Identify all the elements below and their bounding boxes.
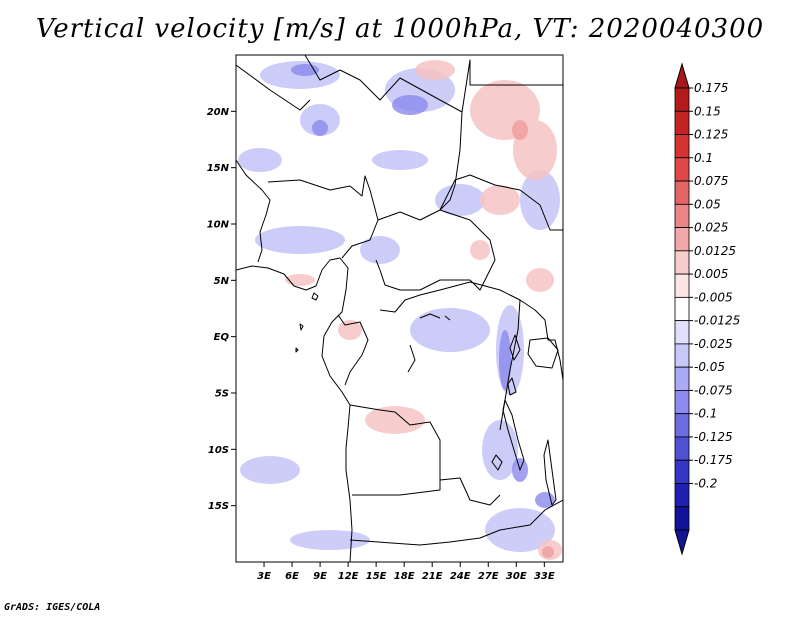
border-east-lakes [519,299,563,381]
latitude-axis: 20N 15N 10N 5N EQ 5S 10S 15S [207,107,236,512]
lon-tick-label: 24E [450,571,471,582]
colorbar-label: 0.15 [694,104,721,118]
colorbar-swatch [674,483,690,508]
lat-tick-label: 5N [214,276,230,287]
lat-tick-label: 10N [207,220,230,231]
lon-tick-label: 15E [366,571,387,582]
lat-tick-label: 15S [208,501,229,512]
colorbar-label: -0.005 [694,290,733,304]
velocity-field [236,55,563,562]
colorbar-label: 0.05 [694,197,721,211]
border-nigeria [267,175,379,259]
colorbar-swatch [674,110,690,135]
bioko [311,292,319,301]
lon-tick-label: 3E [257,571,271,582]
lake-albert [509,334,521,361]
lon-tick-label: 18E [394,571,415,582]
border-west [236,159,271,263]
lat-tick-label: 20N [207,107,230,118]
lat-tick-label: EQ [214,332,230,343]
colorbar-swatch [674,87,690,112]
colorbar-swatch [674,296,690,322]
river-congo-bend [407,313,451,373]
colorbar-swatch [674,203,690,228]
colorbar-label: 0.005 [694,267,728,281]
colorbar-label: 0.025 [694,221,728,235]
colorbar-label: -0.0125 [694,314,740,328]
lake-victoria [527,337,559,369]
border-chad [375,209,496,291]
border-north [304,55,463,211]
colorbar-label: 0.125 [694,128,728,142]
colorbar-label: 0.1 [694,151,713,165]
colorbar-swatch [674,157,690,182]
colorbar-swatch [674,366,690,391]
colorbar-swatch [674,436,690,461]
colorbar-label: 0.075 [694,174,728,188]
colorbar-label: -0.2 [694,476,717,490]
lon-tick-label: 27E [478,571,499,582]
colorbar-swatch [674,459,690,484]
colorbar-label: -0.1 [694,407,717,421]
colorbar-swatch [674,134,690,159]
grads-credit: GrADS: IGES/COLA [4,602,101,613]
colorbar-label: 0.0125 [694,244,736,258]
sao-tome [295,323,304,353]
map-frame [235,54,564,563]
colorbar-label: -0.025 [694,337,733,351]
colorbar-swatch [674,343,690,368]
border-angola-zambia [352,480,441,496]
colorbar-top-arrow [674,62,690,89]
border-drc-angola [349,404,501,506]
lake-mweru [491,454,503,471]
chart-title: Vertical velocity [m/s] at 1000hPa, VT: … [35,14,765,44]
colorbar-label: -0.175 [694,453,733,467]
lon-tick-label: 21E [422,571,443,582]
colorbar-bottom-arrow [674,529,690,556]
lake-tanganyika [502,399,525,471]
lon-tick-label: 9E [313,571,327,582]
colorbar-swatch [674,390,690,415]
border-north-2 [236,64,311,111]
colorbar: 0.175 0.15 0.125 0.1 0.075 0.05 0.025 0.0125 0.0… [674,62,740,556]
colorbar-label: -0.125 [694,430,733,444]
border-car-sudan [439,174,563,231]
lake-malawi [543,439,557,506]
border-congo [379,281,521,431]
lon-tick-label: 6E [285,571,299,582]
border-gabon [337,314,369,386]
lat-tick-label: 5S [215,389,229,400]
lon-tick-label: 30E [506,571,527,582]
colorbar-label: -0.05 [694,360,725,374]
lat-tick-label: 10S [208,445,229,456]
colorbar-swatch [674,320,690,345]
border-south [349,499,563,546]
colorbar-swatch [674,250,690,275]
colorbar-swatch [674,273,690,298]
lat-tick-label: 15N [207,163,230,174]
lake-kivu [507,377,517,396]
longitude-axis: 3E 6E 9E 12E 15E 18E 21E 24E 27E 30E 33E [257,562,555,582]
colorbar-swatch [674,180,690,205]
lon-tick-label: 33E [534,571,555,582]
border-east [461,59,563,113]
colorbar-label: -0.075 [694,383,733,397]
colorbar-swatch [674,227,690,252]
colorbar-label: 0.175 [694,81,728,95]
colorbar-swatch [674,506,690,531]
lon-tick-label: 12E [338,571,359,582]
coastline [236,257,353,562]
colorbar-swatch [674,413,690,438]
